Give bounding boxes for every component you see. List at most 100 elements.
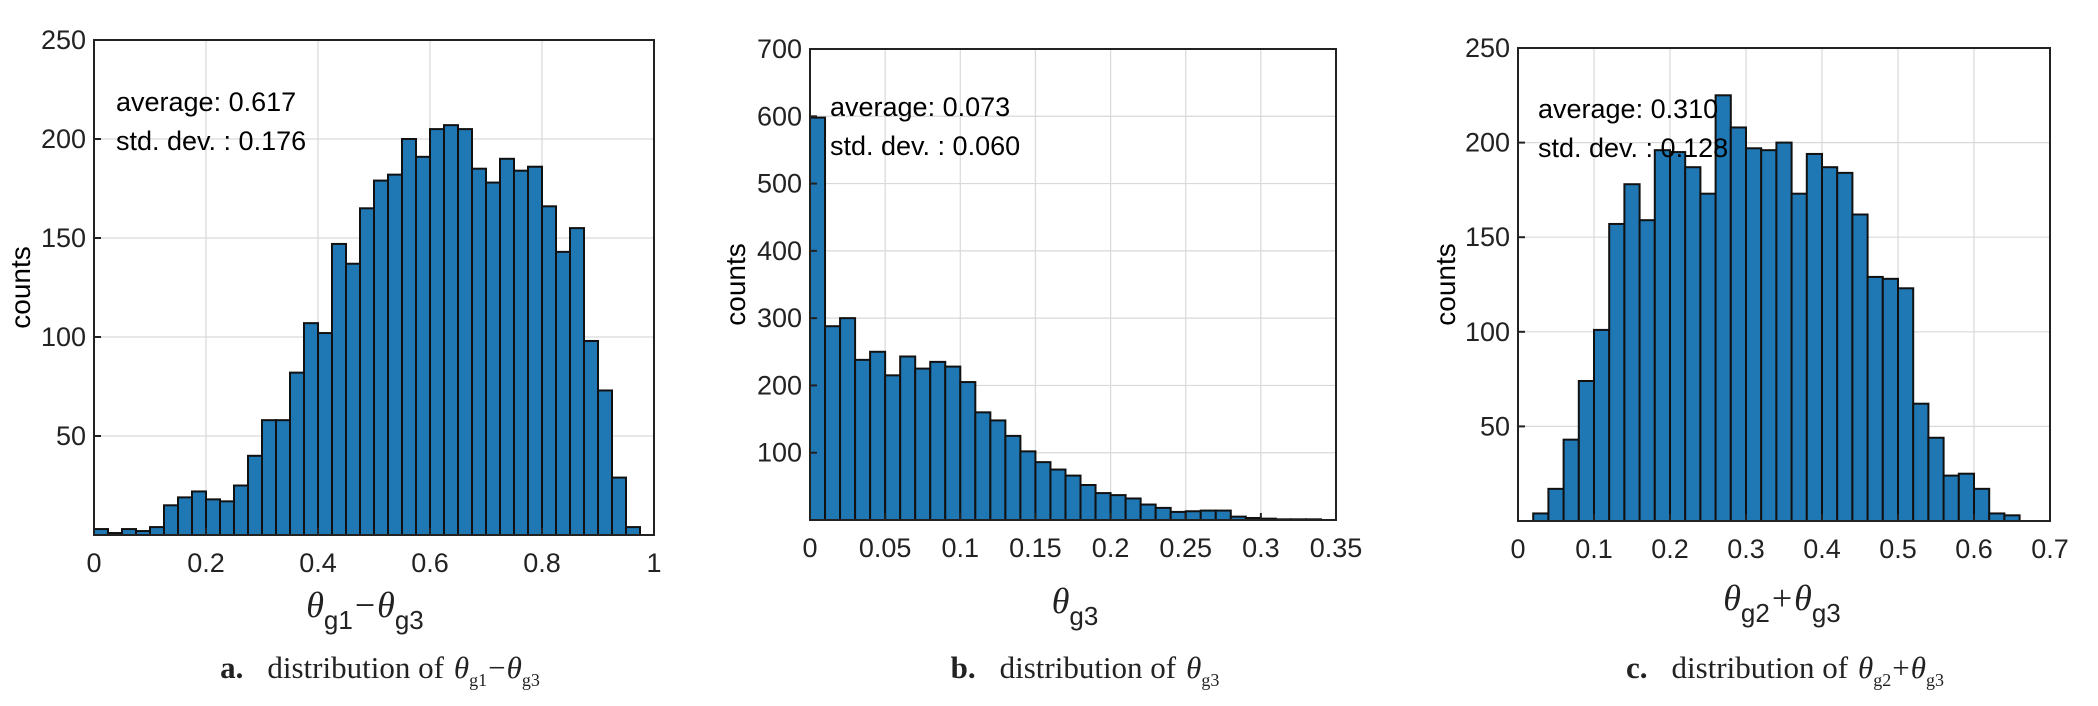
x-tick-label: 0.1 <box>942 533 980 563</box>
histogram-bar <box>1729 126 1748 523</box>
histogram-panel-b: 0 0.05 0.1 0.15 0.2 0.25 0.3 0.35 100 200 300 400 50… <box>720 34 1362 690</box>
y-tick-label: 50 <box>1480 411 1510 441</box>
y-tick-label: 150 <box>1465 222 1510 252</box>
histogram-bar <box>359 207 375 537</box>
y-axis-label: counts <box>1430 243 1461 326</box>
histogram-bar <box>205 498 221 536</box>
histogram-bar <box>1608 222 1626 522</box>
x-tick-label: 0.6 <box>1955 534 1993 564</box>
x-tick-label: 0.5 <box>1879 534 1917 564</box>
std-dev-annotation: std. dev. : 0.060 <box>830 131 1020 161</box>
histogram-bar <box>869 350 887 521</box>
x-tick-label: 0 <box>1510 534 1525 564</box>
caption-symbol: θ <box>1911 650 1926 685</box>
histogram-bar <box>625 526 641 537</box>
histogram-bar <box>331 242 347 536</box>
average-annotation: average: 0.310 <box>1538 94 1718 124</box>
x-tick-label: 0.15 <box>1009 533 1062 563</box>
caption-symbol: − <box>488 650 505 685</box>
histogram-bar <box>1745 147 1763 522</box>
histogram-bar <box>289 371 305 537</box>
x-tick-label: 0.7 <box>2031 534 2069 564</box>
x-axis-label-symbol: − <box>355 585 375 625</box>
histogram-bar <box>1669 151 1687 522</box>
x-axis-label-subscript: g2 <box>1741 598 1770 628</box>
x-tick-label: 0.8 <box>523 548 561 578</box>
x-tick-label: 0.25 <box>1159 533 1212 563</box>
histogram-bar <box>247 454 263 536</box>
histogram-bar <box>884 374 902 522</box>
x-axis-label-subscript: g1 <box>324 605 353 635</box>
histogram-bar <box>1109 494 1127 521</box>
std-dev-annotation: std. dev. : 0.128 <box>1538 133 1728 163</box>
x-axis-label: θg2​+θg3​ <box>1723 578 1841 628</box>
x-axis-label-subscript: g3 <box>1069 601 1098 631</box>
histogram-bar <box>1184 510 1202 522</box>
histogram-bar <box>1139 503 1157 522</box>
histogram-bar <box>914 367 932 521</box>
histogram-bar <box>1562 438 1580 523</box>
y-tick-label: 250 <box>1465 33 1510 63</box>
histogram-bar <box>1881 277 1900 522</box>
histogram-bar <box>429 128 445 536</box>
caption-subscript: g3 <box>1926 670 1944 690</box>
histogram-bar <box>1577 379 1596 522</box>
x-axis-label-symbol: θ <box>1723 578 1741 618</box>
y-axis-label: counts <box>5 246 36 329</box>
histogram-bar <box>839 317 857 521</box>
caption-subscript: g1 <box>469 670 487 690</box>
caption-symbol: θ <box>454 650 469 685</box>
axes-frame <box>93 39 655 536</box>
histogram-bar <box>1957 472 1976 523</box>
y-tick-label: 400 <box>757 236 802 266</box>
histogram-bar <box>513 169 529 536</box>
y-tick-label: 300 <box>757 303 802 333</box>
histogram-bar <box>1004 434 1022 521</box>
histogram-bar <box>929 360 947 521</box>
x-axis-label-symbol: θ <box>1052 581 1070 621</box>
x-axis-label-subscript: g3 <box>1812 598 1841 628</box>
y-tick-label: 200 <box>41 124 86 154</box>
histogram-bar <box>854 358 872 521</box>
x-axis-label: θg1​−θg3​ <box>306 585 424 635</box>
y-tick-label: 50 <box>56 421 86 451</box>
histogram-bar <box>1124 497 1142 521</box>
x-tick-label: 0.35 <box>1310 533 1363 563</box>
histogram-bar <box>1760 149 1778 522</box>
histogram-bar <box>345 262 361 536</box>
histogram-bar <box>1079 484 1097 521</box>
y-tick-label: 100 <box>757 438 802 468</box>
histogram-bar <box>1973 487 1991 522</box>
histogram-bar <box>415 155 431 536</box>
histogram-bar <box>1532 512 1550 523</box>
histogram-bar <box>944 365 962 521</box>
histogram-bar <box>1623 183 1641 522</box>
caption-letter: c. <box>1626 650 1648 685</box>
x-axis-label-symbol: θ <box>306 585 324 625</box>
y-tick-label: 600 <box>757 101 802 131</box>
histogram-bar <box>1214 509 1232 521</box>
histogram-bar <box>1821 166 1839 522</box>
x-tick-label: 0.1 <box>1575 534 1613 564</box>
histogram-panel-a: 0 0.2 0.4 0.6 0.8 150100150200250countsaverag… <box>5 25 662 690</box>
histogram-bar <box>1927 436 1945 523</box>
caption-letter: a. <box>220 650 243 685</box>
y-tick-label: 500 <box>757 169 802 199</box>
caption-symbol: θ <box>1858 650 1873 685</box>
average-annotation: average: 0.073 <box>830 92 1010 122</box>
axes-frame <box>1517 47 2051 522</box>
y-tick-label: 100 <box>41 322 86 352</box>
histogram-bar <box>1805 152 1824 522</box>
x-tick-label: 0.3 <box>1242 533 1280 563</box>
x-tick-label: 0.4 <box>1803 534 1841 564</box>
histogram-bar <box>191 490 207 537</box>
histogram-bar <box>373 179 389 537</box>
x-tick-label: 0.3 <box>1727 534 1765 564</box>
histogram-bar <box>541 205 557 536</box>
x-tick-label: 0 <box>86 548 101 578</box>
axes-frame <box>809 48 1337 521</box>
histogram-bar <box>974 411 992 522</box>
histogram-bar <box>471 167 487 536</box>
